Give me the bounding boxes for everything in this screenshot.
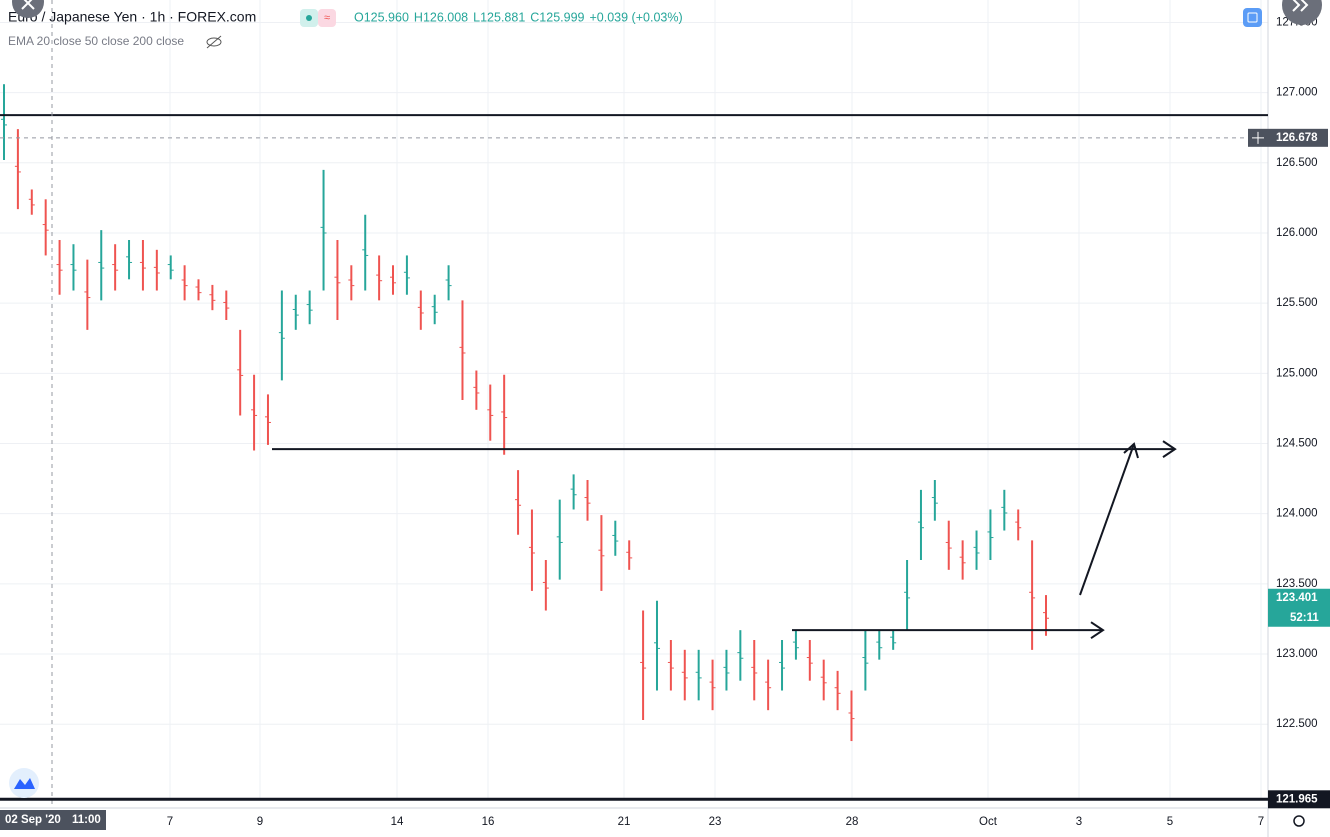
settings-button[interactable] [1293,815,1305,827]
screenshot-glyph [1247,12,1258,23]
ohlc-field: O125.960 [354,10,409,24]
crosshair-plus [1252,131,1264,144]
y-tick-label: 126.500 [1276,157,1318,169]
ohlc-field: +0.039 (+0.03%) [590,10,683,24]
y-tick-label: 122.500 [1276,718,1318,730]
pulse-glyph: ≈ [324,12,330,24]
arrow-head [1123,442,1139,459]
status-dot [306,15,312,21]
visibility-icon[interactable] [206,35,222,49]
expand-glyph [1292,0,1309,12]
crosshair-price: 126.678 [1276,132,1318,144]
bottom-line-box [1268,790,1330,809]
x-tick-label: 16 [482,816,495,828]
ohlc-field: L125.881 [473,10,525,24]
close-button[interactable] [12,0,44,18]
y-tick-label: 127.000 [1276,87,1318,99]
x-tick-label: Oct [979,816,998,828]
last-price-box [1268,588,1330,627]
projection-arrow [1079,443,1135,596]
x-tick-label: 3 [1076,816,1082,828]
y-tick-label: 126.000 [1276,227,1318,239]
x-tick-label: 14 [391,816,404,828]
ohlc-field: H126.008 [414,10,468,24]
arrow-head [1162,440,1177,458]
crosshair-date-box [0,810,106,830]
symbol-title: Euro / Japanese Yen · 1h · FOREX.com [8,9,256,25]
crosshair-time: 11:00 [72,814,101,826]
x-tick-label: 23 [709,816,722,828]
x-tick-label: 7 [167,816,173,828]
indicators: EMA 20 close 50 close 200 close [8,34,184,48]
pulse-icon[interactable] [318,9,336,27]
countdown: 52:11 [1290,612,1319,624]
logo[interactable] [9,768,39,798]
arrow-head [1090,621,1105,640]
y-tick-label: 124.000 [1276,508,1318,520]
logo-glyph [14,778,35,789]
x-tick-label: 7 [1258,816,1264,828]
expand-button[interactable] [1282,0,1322,25]
bottom-line-label: 121.965 [1276,793,1318,805]
x-tick-label: 5 [1167,816,1173,828]
grid [0,0,1268,800]
crosshair-price-box [1268,128,1328,147]
screenshot-button[interactable] [1243,8,1262,27]
crosshair-date: 02 Sep '20 [5,814,61,826]
last-price: 123.401 [1276,592,1318,604]
ohlc-info: O125.960 H126.008 L125.881 C125.999 +0.039 (… [354,10,683,24]
x-tick-label: 28 [846,816,859,828]
y-tick-label: 123.500 [1276,578,1318,590]
ohlc-field: C125.999 [530,10,584,24]
x-tick-label: 21 [618,816,631,828]
y-tick-label: 123.000 [1276,648,1318,660]
plot [1,84,1049,742]
y-tick-label: 124.500 [1276,438,1318,450]
close-glyph [21,0,35,10]
x-tick-label: 9 [257,816,263,828]
y-tick-label: 125.500 [1276,297,1318,309]
y-tick-label: 125.000 [1276,367,1318,379]
